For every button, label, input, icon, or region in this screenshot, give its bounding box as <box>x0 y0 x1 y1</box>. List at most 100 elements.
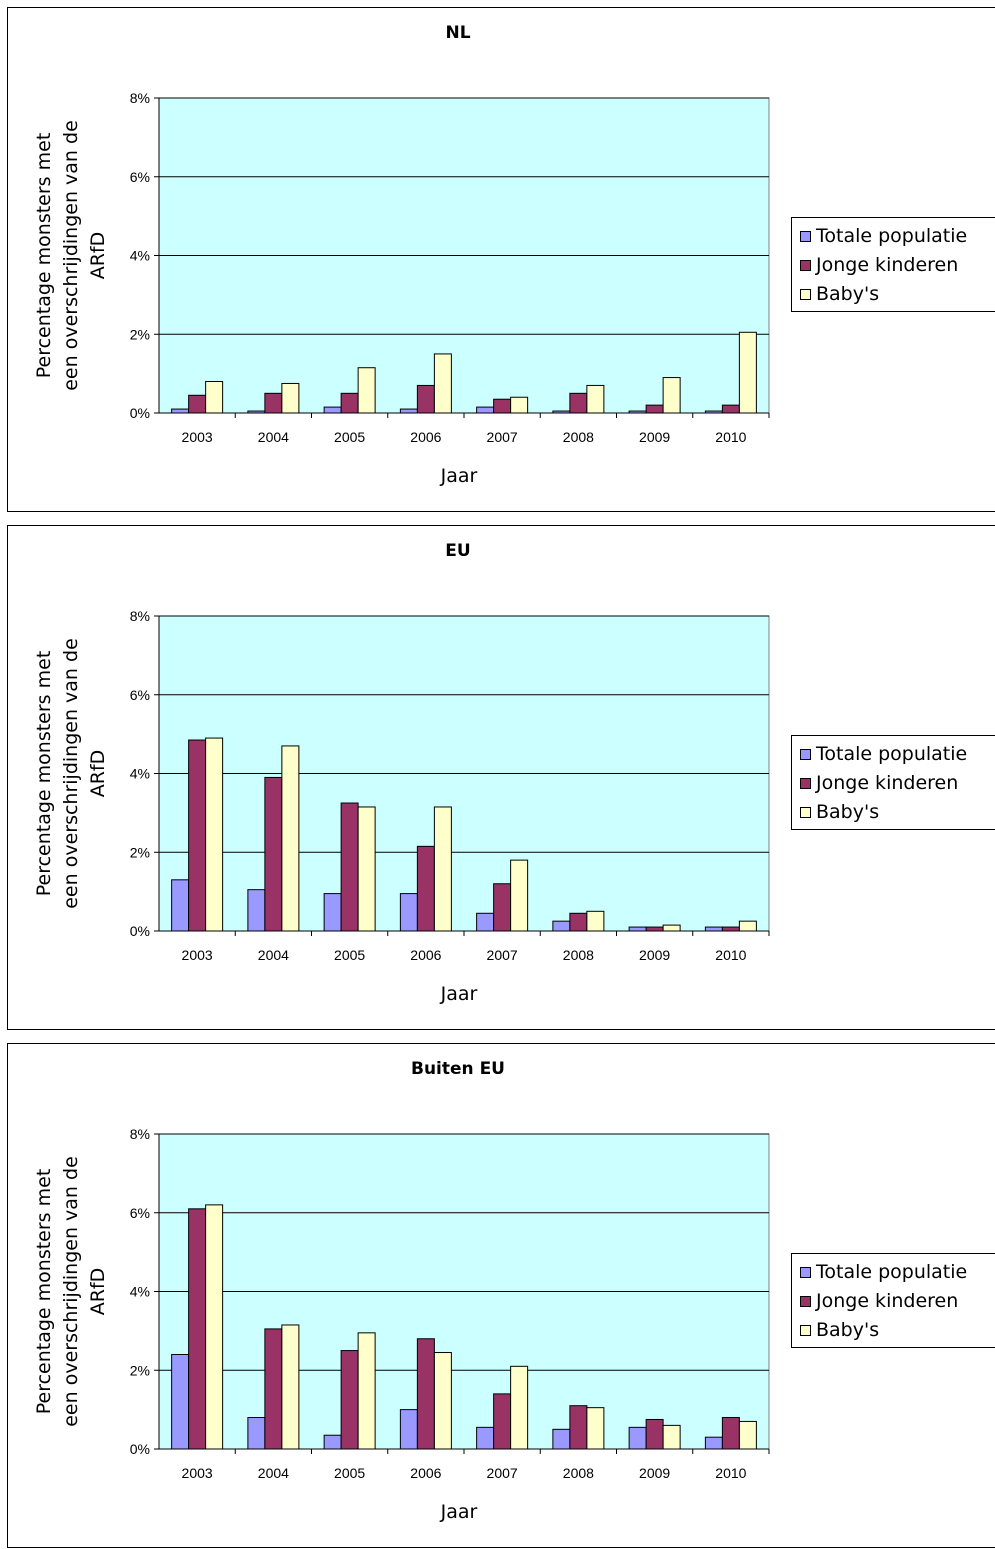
chart-title: Buiten EU <box>411 1059 505 1079</box>
legend-label: Jonge kinderen <box>816 1290 959 1312</box>
bar <box>171 1354 190 1450</box>
bar <box>247 410 266 414</box>
legend-label: Jonge kinderen <box>816 772 959 794</box>
bar <box>662 924 681 932</box>
bar <box>281 745 300 932</box>
x-tick-label: 2009 <box>639 1465 670 1481</box>
bar <box>357 806 376 932</box>
bar <box>569 1405 588 1450</box>
bar <box>552 1428 571 1450</box>
bar <box>323 406 342 414</box>
y-tick-label: 6% <box>130 169 150 185</box>
chart-title: NL <box>445 23 470 43</box>
bar <box>628 926 647 932</box>
bar <box>340 392 359 414</box>
y-axis-label: Percentage monsters met <box>33 133 55 379</box>
legend-label: Totale populatie <box>816 743 968 765</box>
x-tick-label: 2010 <box>715 429 746 445</box>
bar <box>247 889 266 932</box>
y-tick-label: 0% <box>130 1441 150 1457</box>
bar <box>493 1393 512 1450</box>
y-tick-label: 8% <box>130 608 150 624</box>
bar <box>323 1434 342 1450</box>
chart-svg-eu: EU 0% 2% 4% 6% 8% 2003 2004 2005 2006 2007 2008 2009… <box>33 541 770 1005</box>
x-tick-label: 2007 <box>487 1465 518 1481</box>
legend-swatch-totale-populatie <box>800 230 811 242</box>
x-tick-label: 2006 <box>410 1465 441 1481</box>
bar <box>476 912 495 932</box>
bar <box>399 408 418 414</box>
bar <box>188 1208 207 1450</box>
bar <box>628 1426 647 1450</box>
bar <box>188 739 207 932</box>
x-tick-label: 2004 <box>258 947 289 963</box>
bar <box>645 926 664 932</box>
legend-item-totale-populatie: Totale populatie <box>800 1259 967 1285</box>
x-tick-label: 2005 <box>334 947 365 963</box>
legend-swatch-totale-populatie <box>800 1266 811 1278</box>
chart-svg-nl: NL 0% 2% 4% 6% 8% 2003 2004 2005 2006 2007 2008 2009… <box>33 23 770 487</box>
x-tick-label: 2010 <box>715 1465 746 1481</box>
y-tick-label: 0% <box>130 405 150 421</box>
bar <box>247 1417 266 1450</box>
bar <box>493 883 512 932</box>
y-axis-label: ARfD <box>87 750 109 798</box>
bar <box>171 879 190 932</box>
bar <box>188 394 207 414</box>
x-axis-label: Jaar <box>440 983 478 1005</box>
x-tick-label: 2006 <box>410 947 441 963</box>
bar <box>416 845 435 932</box>
x-tick-label: 2003 <box>182 947 213 963</box>
x-tick-label: 2005 <box>334 429 365 445</box>
legend-swatch-jonge-kinderen <box>800 259 811 271</box>
x-tick-label: 2009 <box>639 947 670 963</box>
bar <box>586 1407 605 1450</box>
chart-panel-eu: EU 0% 2% 4% 6% 8% 2003 2004 2005 2006 2007 2008 2009… <box>7 525 995 1030</box>
y-tick-label: 2% <box>130 844 150 860</box>
y-axis-label: een overschrijdingen van de <box>60 638 82 909</box>
legend-label: Baby's <box>816 801 880 823</box>
bar <box>323 893 342 932</box>
legend-swatch-babys <box>800 806 811 818</box>
bar <box>281 1324 300 1450</box>
y-tick-label: 8% <box>130 90 150 106</box>
y-tick-label: 6% <box>130 1205 150 1221</box>
bar <box>510 396 529 414</box>
bar <box>493 398 512 414</box>
x-axis-label: Jaar <box>440 465 478 487</box>
legend-label: Totale populatie <box>816 1261 968 1283</box>
bar <box>586 910 605 932</box>
legend-label: Totale populatie <box>816 225 968 247</box>
y-tick-label: 4% <box>130 248 150 264</box>
y-tick-label: 8% <box>130 1126 150 1142</box>
bar <box>586 384 605 414</box>
x-tick-label: 2004 <box>258 429 289 445</box>
bar <box>552 920 571 932</box>
x-tick-label: 2007 <box>487 429 518 445</box>
bar <box>721 1417 740 1450</box>
y-axis-label: Percentage monsters met <box>33 1169 55 1415</box>
x-tick-label: 2004 <box>258 1465 289 1481</box>
bar <box>704 926 723 932</box>
bar <box>399 893 418 932</box>
legend-item-jonge-kinderen: Jonge kinderen <box>800 770 958 796</box>
bar <box>476 406 495 414</box>
bar <box>569 392 588 414</box>
legend-item-babys: Baby's <box>800 799 879 825</box>
legend-item-jonge-kinderen: Jonge kinderen <box>800 1288 958 1314</box>
legend-buiten-eu: Totale populatie Jonge kinderen Baby's <box>791 1253 995 1348</box>
x-axis-label: Jaar <box>440 1501 478 1523</box>
y-axis-label: een overschrijdingen van de <box>60 1156 82 1427</box>
x-tick-label: 2003 <box>182 1465 213 1481</box>
bar <box>205 1204 224 1450</box>
bar <box>510 1365 529 1450</box>
bar <box>205 381 224 414</box>
bar <box>552 410 571 414</box>
legend-item-babys: Baby's <box>800 1317 879 1343</box>
bar <box>171 408 190 414</box>
legend-item-jonge-kinderen: Jonge kinderen <box>800 252 958 278</box>
bar <box>264 776 283 932</box>
legend-label: Baby's <box>816 1319 880 1341</box>
x-tick-label: 2005 <box>334 1465 365 1481</box>
y-axis-label: ARfD <box>87 1268 109 1316</box>
